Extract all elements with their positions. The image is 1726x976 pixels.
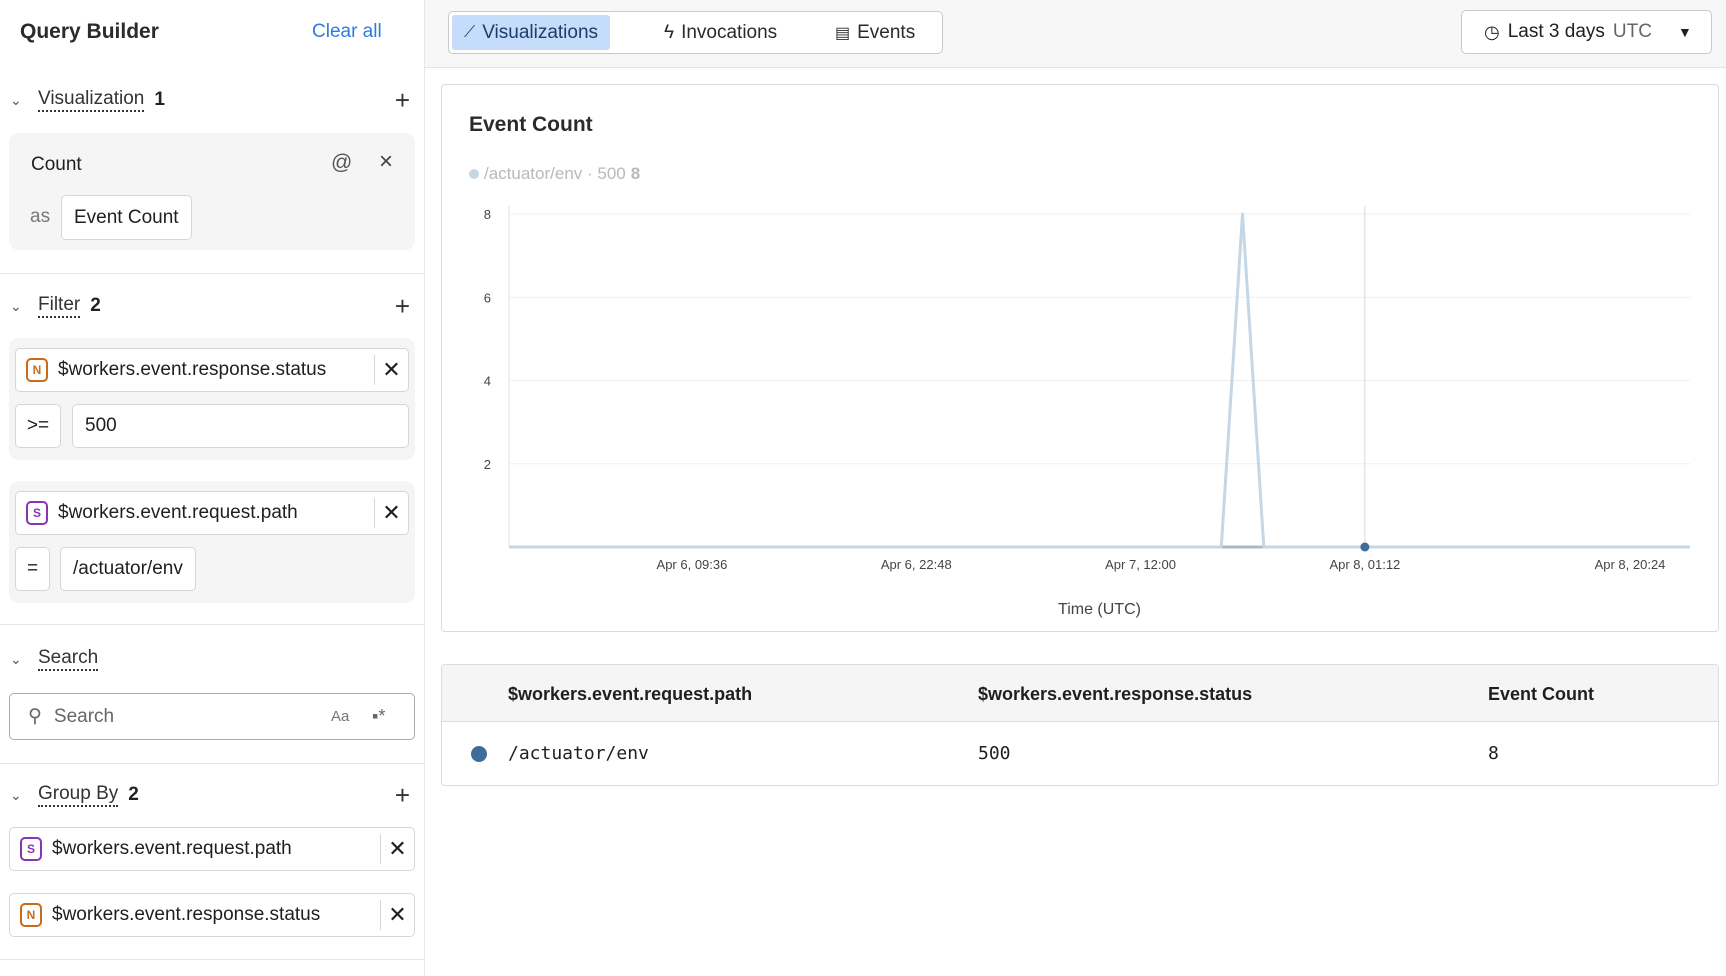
alias-input[interactable]: Event Count [61,195,192,240]
hover-point [1360,542,1370,552]
filter-operator[interactable]: >= [15,404,61,448]
x-axis-label: Time (UTC) [1058,601,1141,618]
filter-operator[interactable]: = [15,547,50,591]
event-count-chart: 2 4 6 8 Apr 6, 09:36 Apr 6, 22:48 Apr 7, 12:00… [484,206,1690,618]
as-label: as [30,206,51,227]
chart-legend[interactable]: /actuator/env · 500 8 [469,164,640,184]
match-case-toggle[interactable]: Aa [331,708,350,725]
clear-all-button[interactable]: Clear all [312,21,382,42]
y-tick-label: 2 [484,457,491,472]
divider [0,763,425,764]
cell-request-path: /actuator/env [508,743,649,764]
remove-group-by-icon[interactable]: ✕ [380,900,414,930]
column-header-request-path[interactable]: $workers.event.request.path [508,684,753,704]
at-icon[interactable]: @ [331,151,353,174]
remove-group-by-icon[interactable]: ✕ [380,834,414,864]
x-tick-label: Apr 6, 22:48 [881,557,952,572]
chart-title: Event Count [469,113,593,136]
clock-icon: ◷ [1484,21,1500,42]
lightning-icon: ϟ [664,21,675,43]
visualization-card: Count @ × as Event Count [9,133,415,250]
remove-filter-icon[interactable]: ✕ [374,355,408,385]
group-by-section-header[interactable]: ⌄ Group By 2 + [10,779,410,810]
filter-value-input[interactable]: 500 [72,404,409,448]
visualization-section-header[interactable]: ⌄ Visualization 1 + [10,84,410,115]
add-filter-button[interactable]: + [394,290,410,321]
divider [0,959,425,960]
number-type-icon: N [26,358,48,382]
x-tick-label: Apr 8, 20:24 [1595,557,1666,572]
remove-filter-icon[interactable]: ✕ [374,498,408,528]
y-tick-label: 8 [484,207,491,222]
tab-events[interactable]: ▤ Events [835,21,916,43]
string-type-icon: S [26,501,48,525]
tab-invocations[interactable]: ϟ Invocations [664,21,778,43]
sidebar-header [0,0,425,68]
filter-card: N $workers.event.response.status ✕ >= 50… [9,338,415,460]
events-icon: ▤ [835,24,851,42]
add-visualization-button[interactable]: + [394,84,410,115]
filter-field[interactable]: N $workers.event.response.status ✕ [15,348,409,392]
view-tabs: ⟋ Visualizations ϟ Invocations ▤ Events [448,11,943,54]
chevron-down-icon: ⌄ [10,91,22,108]
series-line [509,212,1690,549]
caret-down-icon: ▼ [1677,24,1692,40]
chevron-down-icon: ⌄ [10,786,22,803]
search-icon: ⚲ [28,706,42,727]
table-row[interactable]: /actuator/env 500 8 [442,722,1718,785]
x-tick-label: Apr 7, 12:00 [1105,557,1176,572]
divider [0,273,425,274]
x-tick-label: Apr 6, 09:36 [657,557,728,572]
number-type-icon: N [20,903,42,927]
time-range-picker[interactable]: ◷ Last 3 days UTC ▼ [1461,10,1712,54]
filter-value-input[interactable]: /actuator/env [60,547,196,591]
visualization-function: Count [31,154,82,175]
regex-icon[interactable]: ▪* [372,706,386,726]
chevron-down-icon: ⌄ [10,650,22,667]
table-header-row [442,665,1718,722]
search-input[interactable]: ⚲ Search Aa ▪* [9,693,415,740]
divider [0,624,425,625]
cell-event-count: 8 [1488,743,1499,764]
series-color-dot [471,746,487,762]
column-header-response-status[interactable]: $workers.event.response.status [978,684,1253,704]
cell-response-status: 500 [978,743,1011,764]
column-header-event-count[interactable]: Event Count [1488,684,1594,704]
group-by-item[interactable]: N $workers.event.response.status ✕ [9,893,415,937]
x-tick-label: Apr 8, 01:12 [1329,557,1400,572]
filter-card: S $workers.event.request.path ✕ = /actua… [9,481,415,603]
group-by-item[interactable]: S $workers.event.request.path ✕ [9,827,415,871]
search-section-header[interactable]: ⌄ Search [10,647,410,671]
tab-visualizations[interactable]: ⟋ Visualizations [452,15,611,50]
chart-panel: Event Count /actuator/env · 500 8 [441,84,1719,632]
y-tick-label: 4 [484,374,491,389]
filter-section-header[interactable]: ⌄ Filter 2 + [10,290,410,321]
results-table: $workers.event.request.path $workers.eve… [441,664,1719,786]
y-tick-label: 6 [484,290,491,305]
remove-visualization-icon[interactable]: × [379,148,394,175]
filter-field[interactable]: S $workers.event.request.path ✕ [15,491,409,535]
string-type-icon: S [20,837,42,861]
add-group-by-button[interactable]: + [394,779,410,810]
sidebar-title: Query Builder [20,20,159,43]
chevron-down-icon: ⌄ [10,297,22,314]
chart-line-icon: ⟋ [464,23,476,41]
legend-swatch [469,169,479,179]
